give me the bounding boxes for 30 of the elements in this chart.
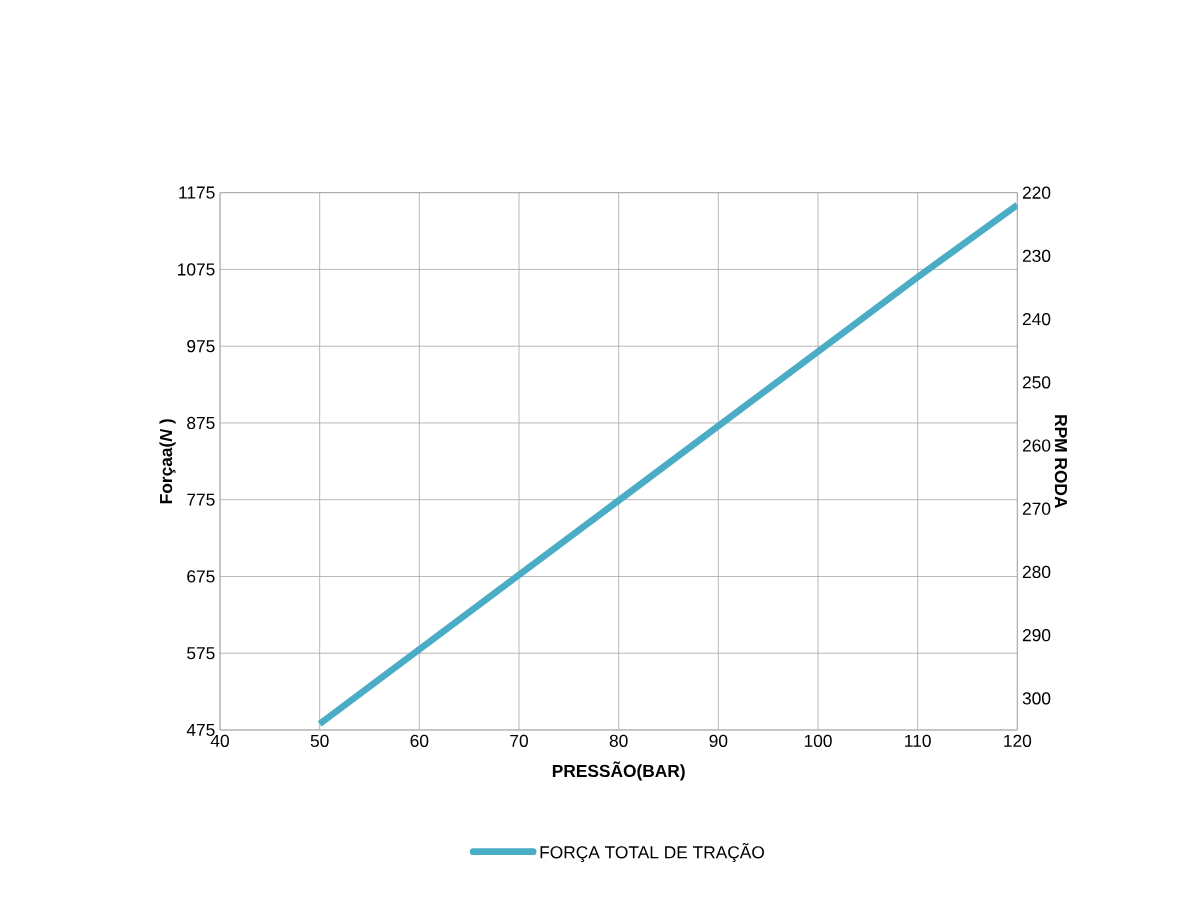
y-tick-label: 475	[186, 723, 215, 737]
y-tick-label: 1075	[178, 263, 215, 276]
y-tick-label: 1175	[179, 186, 215, 199]
y2-tick-label: 230	[1022, 249, 1051, 263]
y2-tick-label: 300	[1022, 692, 1051, 705]
x-tick-label: 70	[510, 734, 528, 747]
x-tick-label: 90	[709, 734, 728, 747]
x-tick-label: 100	[804, 734, 832, 747]
y-tick-label: 975	[187, 340, 215, 353]
x-tick-label: 80	[609, 734, 628, 747]
y2-tick-label: 270	[1022, 502, 1051, 515]
x-tick-label: 50	[310, 734, 329, 747]
x-tick-label: 110	[905, 734, 931, 747]
y-axis-title: Forçaa(N )	[159, 419, 176, 504]
y-tick-label: 775	[187, 493, 215, 506]
y-tick-label: 575	[187, 647, 215, 660]
y2-tick-label: 260	[1022, 439, 1051, 452]
legend-label: FORÇA TOTAL DE TRAÇÃO	[540, 843, 765, 862]
y2-tick-label: 250	[1022, 376, 1051, 389]
y-tick-label: 675	[187, 570, 215, 583]
y-tick-label: 875	[187, 416, 215, 430]
x-tick-label: 60	[410, 734, 429, 747]
y2-tick-label: 280	[1022, 565, 1051, 579]
y2-tick-label: 220	[1022, 186, 1051, 199]
x-axis-title: PRESSÃO(BAR)	[552, 761, 685, 781]
x-tick-label: 120	[1004, 734, 1032, 747]
y2-tick-label: 240	[1022, 312, 1051, 326]
x-tick-label: 40	[210, 734, 229, 747]
y2-axis-title: RPM RODA	[1054, 415, 1068, 509]
y2-tick-label: 290	[1022, 629, 1051, 642]
